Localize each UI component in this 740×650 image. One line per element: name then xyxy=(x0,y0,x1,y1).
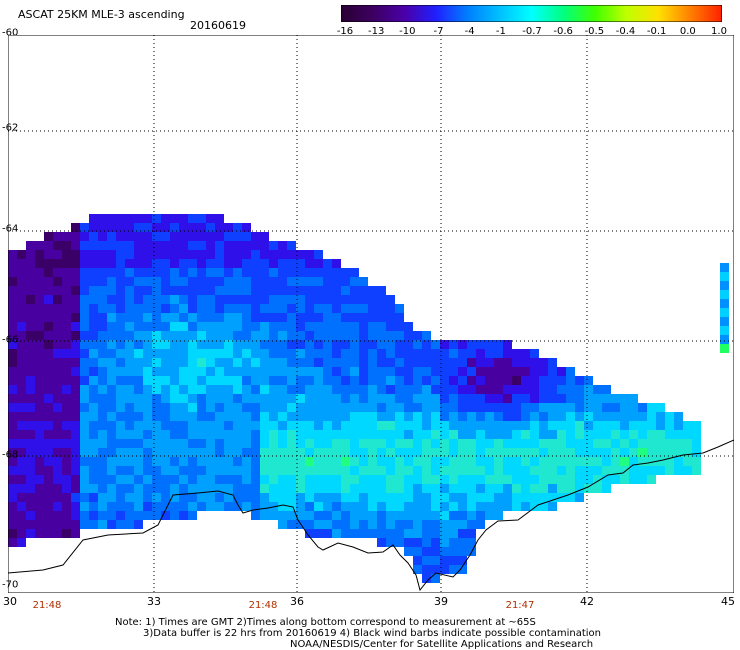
coastline xyxy=(8,439,734,592)
lon-label: 33 xyxy=(147,595,161,608)
colorbar-gradient xyxy=(341,5,722,22)
colorbar-label: -7 xyxy=(433,26,444,37)
lat-label: -62 xyxy=(2,122,19,134)
colorbar-label: -0.6 xyxy=(553,26,573,37)
lon-label: 45 xyxy=(721,595,735,608)
map-plot xyxy=(8,35,734,593)
lat-label: -66 xyxy=(2,334,19,346)
colorbar-label: -1 xyxy=(495,26,506,37)
wind-swath xyxy=(8,214,729,583)
map-title: ASCAT 25KM MLE-3 ascending xyxy=(18,8,185,21)
graticule xyxy=(8,35,734,593)
map-date: 20160619 xyxy=(190,19,246,32)
colorbar-label: -0.4 xyxy=(615,26,636,37)
colorbar-label: -0.1 xyxy=(646,26,667,37)
lon-label: 39 xyxy=(434,595,448,608)
footer-credit: NOAA/NESDIS/Center for Satellite Applica… xyxy=(290,639,594,650)
colorbar-label: -0.7 xyxy=(522,26,542,37)
colorbar-label: -10 xyxy=(399,26,416,37)
lat-label: -70 xyxy=(2,579,19,591)
colorbar-label: -16 xyxy=(336,26,354,37)
colorbar-label: -0.5 xyxy=(584,26,605,37)
lon-label: 36 xyxy=(290,595,304,608)
colorbar-label: -13 xyxy=(367,26,385,37)
lat-label: -68 xyxy=(2,449,19,461)
lat-label: -60 xyxy=(2,27,19,39)
footer-note-2: 3)Data buffer is 22 hrs from 20160619 4)… xyxy=(143,628,601,639)
lon-label: 42 xyxy=(580,595,594,608)
colorbar xyxy=(341,5,722,22)
footer-note-1: Note: 1) Times are GMT 2)Times along bot… xyxy=(115,617,536,628)
lon-label: 30 xyxy=(3,595,17,608)
antarctic-coastline xyxy=(8,439,734,592)
colorbar-label: -4 xyxy=(464,26,475,37)
time-label: 21:48 xyxy=(32,600,62,611)
colorbar-label: 0.0 xyxy=(679,26,696,37)
time-label: 21:47 xyxy=(505,600,535,611)
colorbar-label: 1.0 xyxy=(711,26,727,37)
lat-label: -64 xyxy=(2,223,19,235)
time-label: 21:48 xyxy=(248,600,278,611)
